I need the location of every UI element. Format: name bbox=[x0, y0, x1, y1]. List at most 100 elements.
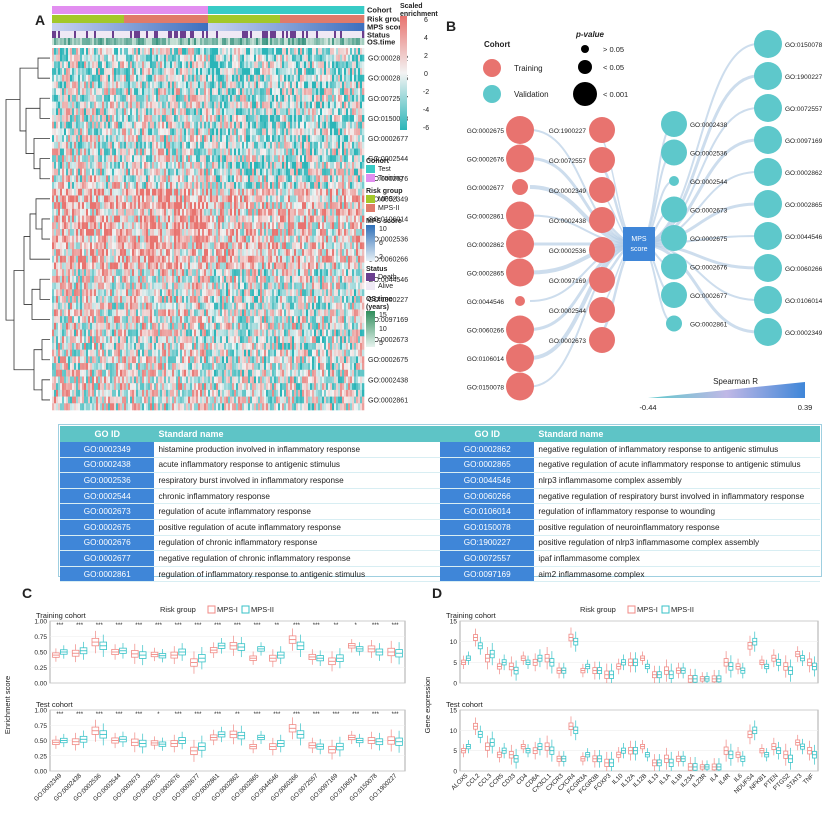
heatmap-cell bbox=[86, 88, 89, 96]
heatmap-cell bbox=[262, 135, 265, 143]
heatmap-cell bbox=[188, 182, 191, 190]
heatmap-cell bbox=[184, 68, 187, 76]
heatmap-cell bbox=[68, 54, 71, 62]
heatmap-cell bbox=[256, 195, 259, 203]
mps-bar-cell bbox=[54, 23, 57, 31]
mps-bar-cell bbox=[348, 23, 351, 31]
heatmap-cell bbox=[346, 88, 349, 96]
heatmap-cell bbox=[192, 195, 195, 203]
heatmap-cell bbox=[52, 208, 55, 216]
heatmap-cell bbox=[210, 121, 213, 129]
heatmap-cell bbox=[312, 208, 315, 216]
heatmap-cell bbox=[132, 195, 135, 203]
heatmap-cell bbox=[54, 202, 57, 210]
heatmap-cell bbox=[116, 54, 119, 62]
heatmap-cell bbox=[264, 88, 267, 96]
heatmap-cell bbox=[146, 88, 149, 96]
heatmap-cell bbox=[138, 121, 141, 129]
heatmap-cell bbox=[160, 141, 163, 149]
risk-bar-cell bbox=[308, 15, 311, 23]
heatmap-cell bbox=[218, 121, 221, 129]
heatmap-cell bbox=[184, 222, 187, 230]
heatmap-cell bbox=[270, 148, 273, 156]
heatmap-cell bbox=[362, 94, 365, 102]
heatmap-cell bbox=[154, 115, 157, 123]
cohort-bar-cell bbox=[108, 6, 111, 14]
heatmap-cell bbox=[176, 48, 179, 56]
heatmap-cell bbox=[210, 115, 213, 123]
heatmap-cell bbox=[154, 215, 157, 223]
heatmap-cell bbox=[204, 208, 207, 216]
heatmap-cell bbox=[330, 168, 333, 176]
heatmap-cell bbox=[70, 88, 73, 96]
heatmap-cell bbox=[318, 135, 321, 143]
heatmap-cell bbox=[172, 182, 175, 190]
status-bar-cell bbox=[170, 31, 173, 38]
heatmap-cell bbox=[94, 155, 97, 163]
heatmap-cell bbox=[160, 195, 163, 203]
mps-bar-cell bbox=[342, 23, 345, 31]
heatmap-cell bbox=[168, 168, 171, 176]
heatmap-cell bbox=[282, 48, 285, 56]
heatmap-cell bbox=[306, 155, 309, 163]
heatmap-cell bbox=[58, 108, 61, 116]
heatmap-cell bbox=[82, 222, 85, 230]
heatmap-cell bbox=[188, 128, 191, 136]
heatmap-cell bbox=[162, 141, 165, 149]
heatmap-cell bbox=[94, 68, 97, 76]
heatmap-cell bbox=[136, 148, 139, 156]
heatmap-cell bbox=[280, 202, 283, 210]
heatmap-cell bbox=[188, 101, 191, 109]
heatmap-cell bbox=[166, 135, 169, 143]
risk-bar-cell bbox=[228, 15, 231, 23]
heatmap-cell bbox=[250, 94, 253, 102]
cohort-bar-cell bbox=[226, 6, 229, 14]
mps-bar-cell bbox=[304, 23, 307, 31]
ostime-bar-cell bbox=[104, 38, 107, 45]
heatmap-cell bbox=[300, 188, 303, 196]
heatmap-cell bbox=[356, 168, 359, 176]
heatmap-cell bbox=[134, 48, 137, 56]
heatmap-cell bbox=[348, 54, 351, 62]
heatmap-cell bbox=[194, 48, 197, 56]
heatmap-cell bbox=[354, 208, 357, 216]
heatmap-cell bbox=[82, 81, 85, 89]
heatmap-cell bbox=[286, 48, 289, 56]
heatmap-cell bbox=[344, 141, 347, 149]
heatmap-cell bbox=[340, 188, 343, 196]
heatmap-cell bbox=[322, 54, 325, 62]
heatmap-cell bbox=[186, 161, 189, 169]
heatmap-cell bbox=[252, 135, 255, 143]
mps-bar-cell bbox=[360, 23, 363, 31]
heatmap-cell bbox=[126, 115, 129, 123]
heatmap-cell bbox=[74, 88, 77, 96]
heatmap-cell bbox=[330, 141, 333, 149]
heatmap-cell bbox=[254, 115, 257, 123]
cohort-bar-cell bbox=[302, 6, 305, 14]
heatmap-cell bbox=[78, 48, 81, 56]
heatmap-cell bbox=[62, 101, 65, 109]
heatmap-cell bbox=[350, 161, 353, 169]
risk-bar-cell bbox=[132, 15, 135, 23]
heatmap-cell bbox=[254, 168, 257, 176]
risk-bar-cell bbox=[258, 15, 261, 23]
status-bar-cell bbox=[332, 31, 335, 38]
heatmap-cell bbox=[272, 88, 275, 96]
heatmap-cell bbox=[274, 161, 277, 169]
heatmap-cell bbox=[192, 54, 195, 62]
heatmap-cell bbox=[72, 61, 75, 69]
heatmap-cell bbox=[238, 182, 241, 190]
heatmap-cell bbox=[208, 161, 211, 169]
ostime-bar-cell bbox=[180, 38, 183, 45]
heatmap-cell bbox=[234, 81, 237, 89]
heatmap-cell bbox=[132, 54, 135, 62]
heatmap-cell bbox=[166, 188, 169, 196]
heatmap-cell bbox=[130, 128, 133, 136]
heatmap-cell bbox=[332, 135, 335, 143]
heatmap-cell bbox=[114, 182, 117, 190]
heatmap-cell bbox=[98, 61, 101, 69]
heatmap-cell bbox=[212, 208, 215, 216]
heatmap-cell bbox=[352, 68, 355, 76]
heatmap-cell bbox=[288, 182, 291, 190]
heatmap-cell bbox=[254, 161, 257, 169]
